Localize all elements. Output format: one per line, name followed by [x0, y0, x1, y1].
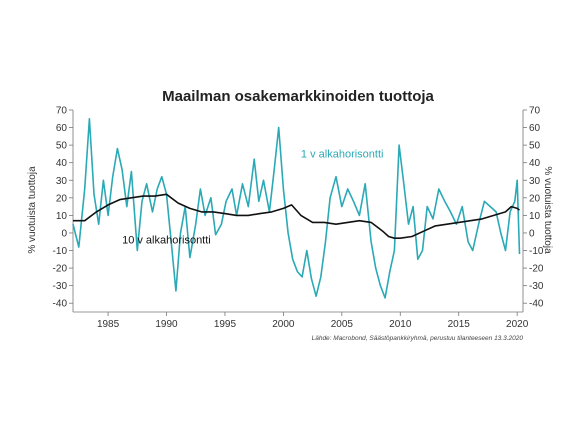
- y-tick-label-right: -40: [529, 299, 544, 310]
- y-tick-label-right: 60: [529, 123, 541, 134]
- y-tick-label-right: -20: [529, 264, 544, 275]
- source-note: Lähde: Macrobond, Säästöpankkiryhmä, per…: [312, 335, 524, 342]
- y-tick-label-left: 20: [56, 193, 68, 204]
- x-tick-label: 2005: [331, 319, 354, 330]
- annotation-10v: 10 v alkahorisontti: [122, 234, 211, 246]
- y-tick-label-right: -10: [529, 246, 544, 257]
- x-ticks: 1985 1990 1995 2000 2005 2010 2015 2020: [97, 312, 529, 330]
- y-tick-label-left: 70: [56, 106, 68, 117]
- y-tick-label-right: -30: [529, 281, 544, 292]
- x-tick-label: 2020: [506, 319, 529, 330]
- annotation-1v: 1 v alkahorisontti: [301, 148, 384, 160]
- y-tick-label-right: 20: [529, 193, 541, 204]
- y-tick-label-left: 0: [61, 228, 67, 239]
- x-tick-label: 1995: [214, 319, 237, 330]
- y-tick-label-right: 10: [529, 211, 541, 222]
- series-line-1v: [72, 118, 521, 299]
- y-tick-label-left: -10: [53, 246, 68, 257]
- y-tick-label-left: 30: [56, 176, 68, 187]
- x-tick-label: 2000: [272, 319, 295, 330]
- y-tick-label-left: 40: [56, 158, 68, 169]
- x-tick-label: 1990: [155, 319, 178, 330]
- y-tick-label-left: 50: [56, 141, 68, 152]
- y-tick-label-left: 60: [56, 123, 68, 134]
- y-axis-label-right: % vuotuista tuottoja: [542, 166, 553, 254]
- y-tick-label-right: 40: [529, 158, 541, 169]
- series-line-10v: [73, 193, 520, 239]
- x-tick-label: 1985: [97, 319, 120, 330]
- x-tick-label: 2015: [448, 319, 471, 330]
- y-tick-label-right: 30: [529, 176, 541, 187]
- y-axis-label-left: % vuotuista tuottoja: [27, 166, 38, 254]
- chart-title: Maailman osakemarkkinoiden tuottoja: [162, 88, 434, 105]
- y-tick-label-left: -20: [53, 264, 68, 275]
- y-tick-label-right: 0: [529, 228, 535, 239]
- y-ticks-right: -40 -30 -20 -10 0 10 20 30 40 50 60 70: [523, 106, 544, 310]
- y-tick-label-left: 10: [56, 211, 68, 222]
- x-tick-label: 2010: [389, 319, 412, 330]
- y-tick-label-left: -40: [53, 299, 68, 310]
- y-ticks-left: -40 -30 -20 -10 0 10 20 30 40 50 60 70: [53, 106, 73, 310]
- y-tick-label-left: -30: [53, 281, 68, 292]
- y-tick-label-right: 70: [529, 106, 541, 117]
- y-tick-label-right: 50: [529, 141, 541, 152]
